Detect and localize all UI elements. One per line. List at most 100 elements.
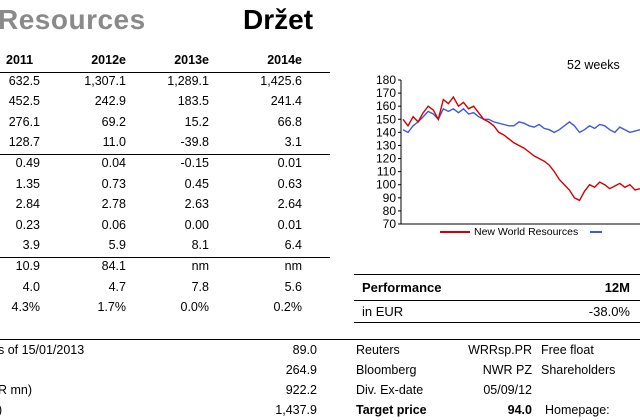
table-divider bbox=[0, 339, 330, 340]
table-cell: 7.8 bbox=[191, 279, 209, 294]
performance-currency: in EUR bbox=[362, 304, 404, 319]
table-row: 0.49 0.04 -0.15 0.01 bbox=[0, 153, 330, 174]
financial-table: 2011 2012e 2013e 2014e 632.5 1,307.1 1,2… bbox=[0, 50, 330, 318]
y-tick-label: 180 bbox=[376, 73, 396, 87]
info-val: NWR PZ bbox=[482, 363, 532, 377]
performance-bottom-rule bbox=[354, 322, 640, 323]
table-divider bbox=[0, 154, 330, 155]
table-cell: 241.4 bbox=[270, 94, 302, 109]
table-cell: 0.23 bbox=[15, 217, 40, 232]
table-cell: 1.7% bbox=[97, 300, 127, 315]
chart-title: 52 weeks bbox=[567, 58, 620, 72]
table-cell: 8.1 bbox=[191, 238, 209, 253]
table-cell: 242.9 bbox=[94, 94, 126, 109]
table-cell: -39.8 bbox=[180, 135, 210, 150]
table-cell: -0.15 bbox=[180, 155, 210, 170]
table-cell: 10.9 bbox=[15, 258, 40, 273]
table-cell: 0.49 bbox=[15, 155, 40, 170]
table-cell: 2.84 bbox=[15, 197, 40, 212]
table-row: 10.9 84.1 nm nm bbox=[0, 256, 330, 277]
table-cell: 2.78 bbox=[101, 197, 126, 212]
table-cell: 452.5 bbox=[8, 94, 40, 109]
y-tick-label: 130 bbox=[376, 138, 396, 152]
series-line bbox=[402, 95, 640, 202]
table-cell: 6.4 bbox=[284, 238, 302, 253]
y-tick-label: 150 bbox=[376, 112, 396, 126]
price-chart: 180 170 160 150 140 130 120 110 100 90 80 70 bbox=[354, 72, 640, 262]
info-key: Shareholders bbox=[541, 363, 616, 377]
table-row: 276.1 69.2 15.2 66.8 bbox=[0, 112, 330, 133]
y-tick-label: 110 bbox=[377, 165, 396, 179]
table-cell: 0.73 bbox=[101, 176, 126, 191]
table-header-row: 2011 2012e 2013e 2014e bbox=[0, 50, 330, 71]
table-cell: 4.0 bbox=[22, 279, 40, 294]
table-cell: 3.9 bbox=[22, 238, 40, 253]
table-cell: 11.0 bbox=[102, 135, 126, 150]
performance-top-rule bbox=[354, 274, 640, 275]
table-cell: 0.2% bbox=[273, 300, 303, 315]
table-row: 4.3% 1.7% 0.0% 0.2% bbox=[0, 297, 330, 318]
table-cell: 0.01 bbox=[277, 217, 302, 232]
table-row: 2.84 2.78 2.63 2.64 bbox=[0, 194, 330, 215]
info-val: 05/09/12 bbox=[483, 383, 532, 397]
table-cell: 1,289.1 bbox=[167, 73, 209, 88]
table-cell: 66.8 bbox=[277, 114, 302, 129]
y-tick-label: 170 bbox=[376, 86, 396, 100]
section-divider bbox=[330, 339, 640, 340]
performance-period: 12M bbox=[604, 280, 630, 295]
table-row: 128.7 11.0 -39.8 3.1 bbox=[0, 132, 330, 153]
series-line bbox=[402, 107, 640, 134]
table-row: 4.0 4.7 7.8 5.6 bbox=[0, 277, 330, 298]
table-cell: 5.9 bbox=[108, 238, 126, 253]
performance-mid-rule bbox=[354, 300, 640, 301]
table-cell: 0.00 bbox=[184, 217, 209, 232]
y-tick-label: 100 bbox=[376, 178, 396, 192]
info-key: Free float bbox=[541, 343, 594, 357]
column-header: 2012e bbox=[91, 53, 126, 67]
table-cell: 0.0% bbox=[180, 300, 210, 315]
info-val: WRRsp.PR bbox=[468, 343, 532, 357]
info-key: Reuters bbox=[356, 343, 400, 357]
table-cell: 1,425.6 bbox=[260, 73, 302, 88]
y-tick-label: 70 bbox=[383, 217, 397, 231]
table-cell: nm bbox=[284, 258, 302, 273]
table-cell: 183.5 bbox=[177, 94, 209, 109]
performance-value: -38.0% bbox=[588, 304, 630, 319]
table-row: 3.9 5.9 8.1 6.4 bbox=[0, 235, 330, 256]
table-cell: 4.7 bbox=[108, 279, 126, 294]
info-key: Bloomberg bbox=[356, 363, 417, 377]
table-cell: 1.35 bbox=[15, 176, 40, 191]
info-value: 89.0 bbox=[292, 343, 317, 357]
table-cell: 0.04 bbox=[101, 155, 126, 170]
table-cell: 69.2 bbox=[101, 114, 126, 129]
y-tick-label: 140 bbox=[376, 125, 396, 139]
table-cell: 0.63 bbox=[277, 176, 302, 191]
table-cell: 84.1 bbox=[101, 258, 126, 273]
table-row: 0.23 0.06 0.00 0.01 bbox=[0, 215, 330, 236]
info-key: Target price bbox=[356, 403, 427, 417]
info-value: 922.2 bbox=[285, 383, 317, 397]
column-header: 2011 bbox=[6, 53, 34, 67]
table-cell: 0.45 bbox=[184, 176, 209, 191]
info-key: Homepage: bbox=[545, 403, 610, 417]
legend-swatch-blue bbox=[590, 231, 603, 234]
table-row: 1.35 0.73 0.45 0.63 bbox=[0, 174, 330, 195]
table-cell: 4.3% bbox=[11, 300, 41, 315]
table-row: 452.5 242.9 183.5 241.4 bbox=[0, 91, 330, 112]
table-divider bbox=[0, 72, 330, 73]
table-cell: 3.1 bbox=[284, 135, 302, 150]
rating-label: Držet bbox=[243, 4, 314, 35]
column-header: 2014e bbox=[267, 53, 302, 67]
table-cell: 276.1 bbox=[8, 114, 40, 129]
info-val: 94.0 bbox=[507, 403, 532, 417]
info-key: Div. Ex-date bbox=[356, 383, 424, 397]
table-cell: 0.01 bbox=[277, 155, 302, 170]
y-tick-label: 80 bbox=[383, 204, 397, 218]
company-title: Resources bbox=[0, 4, 146, 35]
table-cell: 632.5 bbox=[8, 73, 40, 88]
table-cell: 128.7 bbox=[8, 135, 40, 150]
info-label: s of 15/01/2013 bbox=[0, 343, 85, 357]
legend-swatch-red bbox=[440, 231, 470, 234]
table-cell: 15.2 bbox=[184, 114, 209, 129]
